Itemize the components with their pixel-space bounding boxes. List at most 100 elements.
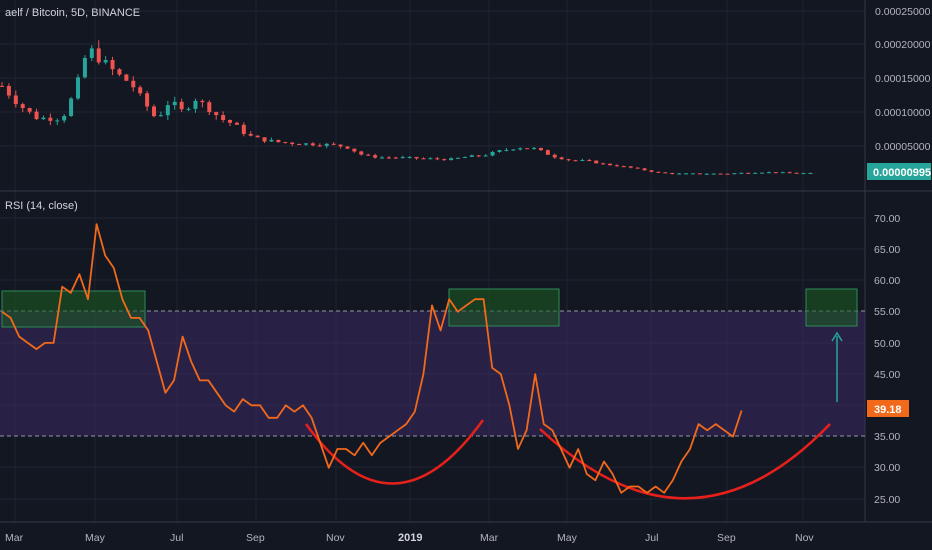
candle-body (794, 172, 799, 174)
rsi-tick: 25.00 (874, 494, 900, 506)
candle-body (469, 155, 474, 157)
candle-body (670, 172, 675, 174)
candle-body (152, 106, 157, 117)
price-tick: 0.00020000 (875, 39, 931, 51)
candle-body (456, 157, 461, 159)
rsi-tick: 65.00 (874, 244, 900, 256)
candle-body (594, 160, 599, 164)
candle-body (41, 117, 46, 120)
price-candles (0, 40, 813, 175)
candle-body (324, 143, 329, 146)
candle-body (186, 108, 191, 110)
candle-body (614, 165, 619, 167)
candle-body (55, 120, 60, 122)
candle-body (352, 148, 357, 152)
time-label: May (557, 532, 578, 544)
candle-body (538, 147, 543, 151)
candle-body (0, 85, 4, 87)
time-label: Sep (246, 532, 265, 544)
resistance-box-3[interactable] (805, 288, 858, 327)
candle-body (656, 171, 661, 173)
time-label: Nov (326, 532, 345, 544)
time-label: Sep (717, 532, 736, 544)
time-label: Jul (170, 532, 183, 544)
candle-body (621, 166, 626, 168)
time-label: May (85, 532, 106, 544)
candle-body (649, 170, 654, 172)
candle-body (179, 101, 184, 110)
candle-body (255, 135, 260, 138)
candle-body (628, 166, 633, 168)
candle-body (207, 102, 212, 113)
candle-body (290, 142, 295, 145)
candle-body (511, 149, 516, 151)
candle-body (559, 157, 564, 160)
candle-body (580, 160, 585, 162)
candle-body (138, 87, 143, 94)
rounding-bottom-curve-1[interactable] (304, 419, 485, 485)
candle-body (635, 167, 640, 169)
candle-body (808, 172, 813, 174)
rsi-band (0, 311, 865, 436)
candle-body (241, 124, 246, 134)
candle-body (587, 160, 592, 162)
candle-body (725, 173, 730, 175)
candle-body (760, 172, 765, 174)
candle-body (739, 172, 744, 174)
candle-body (573, 160, 578, 162)
candle-body (82, 57, 87, 78)
candle-body (62, 116, 67, 121)
candle-body (753, 172, 758, 174)
candle-body (304, 143, 309, 145)
candle-body (407, 156, 412, 158)
candle-body (248, 133, 253, 136)
candle-body (545, 150, 550, 155)
candle-body (711, 173, 716, 175)
resistance-box-2[interactable] (448, 288, 560, 327)
rounding-bottom-curve-2[interactable] (539, 423, 831, 500)
candle-body (89, 48, 94, 58)
candle-body (718, 173, 723, 175)
candle-body (497, 150, 502, 153)
candle-body (158, 115, 163, 117)
resistance-box-1[interactable] (1, 290, 146, 328)
breakout-arrow-head (831, 331, 843, 342)
candle-body (780, 172, 785, 174)
candle-body (6, 86, 11, 96)
candle-body (103, 60, 108, 63)
candle-body (193, 100, 198, 109)
candle-body (462, 156, 467, 158)
candle-body (200, 100, 205, 103)
rsi-tick: 55.00 (874, 306, 900, 318)
rsi-value-badge (867, 400, 909, 417)
rsi-series-line (1, 223, 743, 494)
candle-body (262, 137, 267, 142)
candle-body (76, 77, 81, 99)
time-label: Mar (5, 532, 24, 544)
rsi-title: RSI (14, close) (5, 200, 78, 212)
candle-body (172, 101, 177, 106)
rsi-tick: 35.00 (874, 431, 900, 443)
current-price-badge (867, 163, 931, 180)
rsi-value-label: 39.18 (874, 404, 902, 416)
rsi-tick: 50.00 (874, 338, 900, 350)
candle-body (566, 159, 571, 161)
candle-body (428, 158, 433, 160)
time-label: Nov (795, 532, 814, 544)
candle-body (421, 158, 426, 160)
candle-body (317, 145, 322, 147)
candle-body (228, 119, 233, 123)
candle-body (504, 149, 509, 151)
candle-body (20, 104, 25, 109)
price-tick: 0.00015000 (875, 73, 931, 85)
candle-body (435, 158, 440, 160)
candle-body (359, 151, 364, 155)
rsi-tick: 45.00 (874, 369, 900, 381)
candle-body (124, 74, 129, 81)
price-tick: 0.00005000 (875, 141, 931, 153)
candle-body (442, 159, 447, 161)
candle-body (677, 173, 682, 175)
candle-body (518, 148, 523, 150)
